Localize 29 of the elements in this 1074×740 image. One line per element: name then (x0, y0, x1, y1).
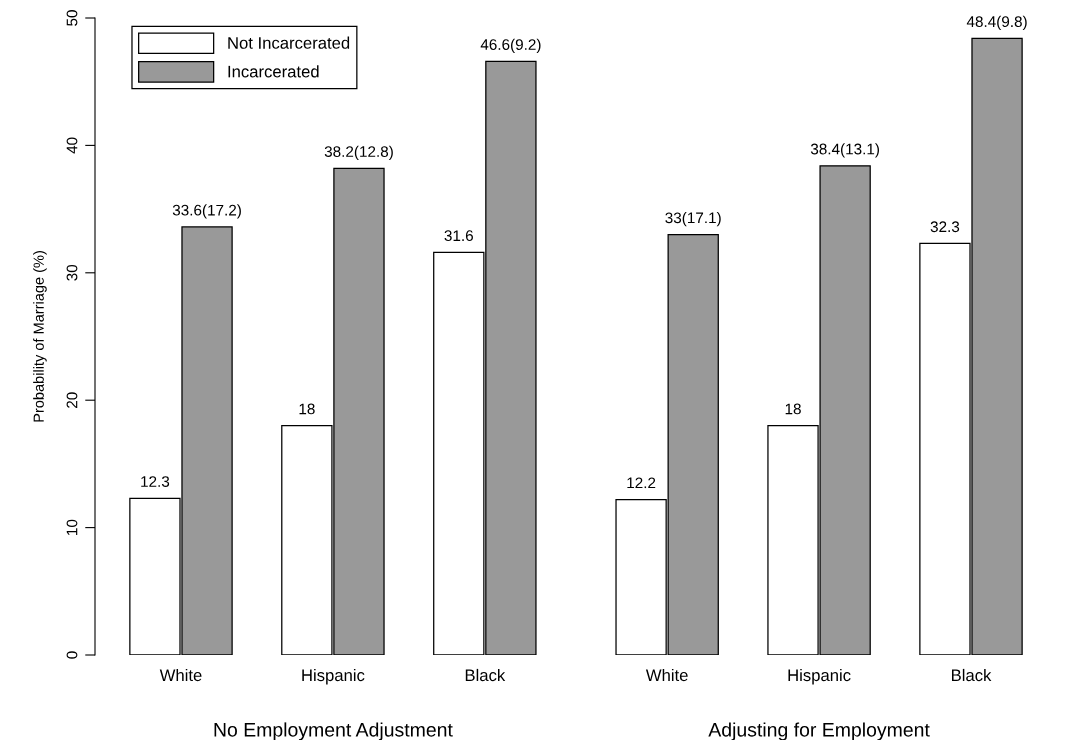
y-tick-label: 30 (66, 264, 78, 281)
x-tick-label: Hispanic (788, 668, 851, 685)
y-tick-label: 50 (66, 10, 78, 26)
data-label: 33(17.1) (665, 212, 721, 227)
data-label: 18 (785, 403, 801, 415)
legend-label: Not Incarcerated (228, 36, 350, 49)
text: Adjusting for Employment (708, 722, 930, 740)
data-label: 33.6(17.2) (172, 204, 241, 219)
x-tick-label: White (159, 668, 202, 682)
x-tick-label: White (645, 668, 688, 682)
data-label: 12.3 (141, 476, 170, 487)
text: No Employment Adjustment (214, 722, 453, 740)
y-axis-title: Probability of Marriage (%) (33, 251, 47, 422)
legend-label: Incarcerated (228, 65, 319, 78)
y-tick-label: 0 (66, 651, 78, 659)
y-tick-label: 20 (66, 392, 78, 408)
y-tick-label: 40 (66, 137, 78, 154)
data-label: 38.4(13.1) (810, 143, 880, 158)
y-tick-label: 10 (66, 519, 78, 535)
data-label: 31.6 (444, 230, 473, 242)
data-label: 48.4(9.8) (966, 15, 1027, 31)
x-tick-label: Black (465, 668, 506, 682)
x-tick-label: Black (951, 668, 992, 682)
data-label: 38.2(12.8) (324, 145, 393, 160)
data-label: 46.6(9.2) (480, 38, 541, 53)
data-label: 18 (299, 403, 315, 415)
x-tick-label: Hispanic (302, 668, 365, 685)
data-label: 32.3 (930, 221, 960, 233)
data-label: 12.2 (627, 477, 656, 489)
